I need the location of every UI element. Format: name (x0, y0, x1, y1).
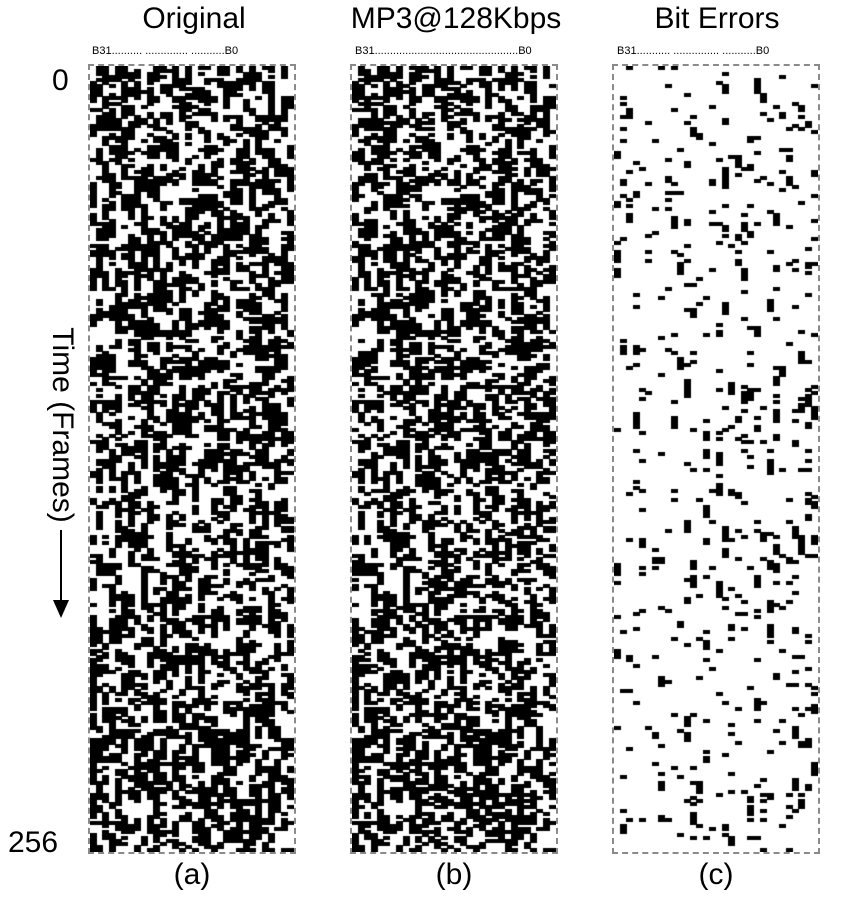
panel-a-title: Original (142, 2, 246, 35)
caption-b: (b) (435, 858, 473, 891)
y-axis-label: Time (Frames) (46, 327, 79, 523)
panel-b-bit-range: B31.....................................… (355, 45, 532, 57)
panel-c-title: Bit Errors (654, 2, 780, 35)
y-tick-end: 256 (8, 826, 59, 859)
panel-original (88, 64, 296, 854)
mp3-bit-grid (352, 66, 556, 852)
time-arrow-line (60, 530, 62, 602)
y-tick-start: 0 (52, 64, 69, 97)
caption-a: (a) (173, 858, 211, 891)
panel-mp3 (350, 64, 558, 854)
original-bit-grid (90, 66, 294, 852)
down-arrow-icon (53, 600, 69, 618)
panel-c-bit-range: B31........... ............... .........… (617, 45, 770, 57)
panel-a-bit-range: B31.......... .............. ...........… (92, 45, 239, 57)
panel-bit-errors (612, 64, 820, 854)
caption-c: (c) (698, 858, 734, 891)
bit-error-grid (614, 66, 818, 852)
panel-b-title: MP3@128Kbps (350, 2, 562, 35)
